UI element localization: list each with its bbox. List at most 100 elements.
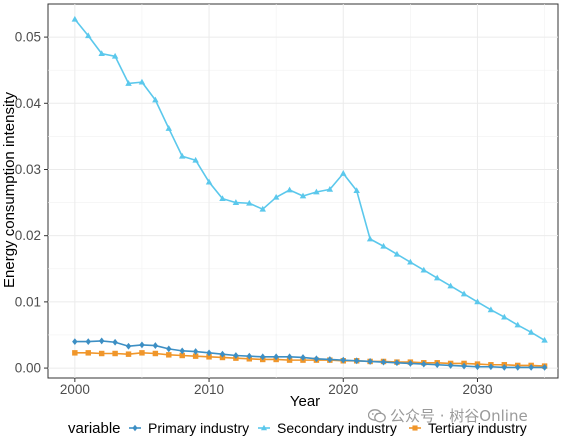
data-point-primary-industry (380, 358, 387, 366)
data-point-secondary-industry (219, 195, 226, 201)
data-point-secondary-industry (272, 193, 280, 200)
data-point-primary-industry (112, 338, 118, 346)
data-point-primary-industry (219, 350, 226, 358)
data-point-primary-industry (139, 341, 145, 349)
legend-key-marker (412, 425, 418, 431)
data-point-secondary-industry (474, 298, 481, 305)
data-point-primary-industry (353, 357, 360, 365)
legend-key-marker (132, 424, 138, 432)
data-point-primary-industry (152, 342, 159, 349)
data-point-tertiary-industry (166, 352, 172, 358)
data-point-primary-industry (528, 364, 534, 371)
series-secondary-industry (71, 15, 548, 343)
data-point-secondary-industry (259, 205, 266, 212)
data-point-primary-industry (179, 347, 185, 355)
legend-title: variable (68, 420, 121, 437)
data-point-primary-industry (286, 353, 293, 361)
data-point-secondary-industry (165, 125, 173, 131)
data-point-primary-industry (407, 360, 414, 367)
x-tick-label: 2030 (462, 382, 492, 397)
watermark: 公众号 · 树谷Online (368, 405, 528, 426)
data-point-secondary-industry (125, 80, 132, 86)
data-point-secondary-industry (460, 290, 468, 297)
legend-item-tertiary-industry: Tertiary industry (409, 420, 527, 436)
data-point-secondary-industry (501, 313, 508, 320)
data-point-primary-industry (192, 348, 199, 355)
data-point-primary-industry (206, 349, 212, 357)
data-point-secondary-industry (366, 235, 374, 242)
data-point-secondary-industry (286, 186, 293, 193)
data-point-secondary-industry (246, 199, 253, 206)
data-point-secondary-industry (152, 96, 159, 103)
data-point-primary-industry (300, 354, 306, 361)
watermark-text: 公众号 · 树谷Online (390, 407, 528, 425)
legend-item-primary-industry: Primary industry (129, 420, 249, 436)
data-point-secondary-industry (71, 15, 79, 22)
data-point-secondary-industry (232, 199, 240, 205)
data-point-primary-industry (501, 364, 508, 371)
data-point-primary-industry (260, 353, 266, 361)
x-axis-title: Year (290, 393, 320, 410)
y-tick-label: 0.02 (15, 228, 41, 243)
wechat-icon (368, 409, 386, 423)
data-point-secondary-industry (340, 170, 347, 176)
data-point-secondary-industry (541, 336, 548, 343)
data-point-primary-industry (461, 362, 467, 370)
data-point-secondary-industry (178, 152, 186, 159)
legend-item-secondary-industry: Secondary industry (258, 420, 397, 436)
data-point-primary-industry (488, 363, 494, 371)
data-point-primary-industry (447, 362, 454, 369)
data-point-primary-industry (72, 338, 78, 345)
y-tick-label: 0.00 (15, 361, 41, 376)
data-point-tertiary-industry (85, 350, 91, 356)
data-point-primary-industry (85, 338, 91, 345)
data-point-secondary-industry (353, 187, 360, 194)
data-point-secondary-industry (85, 32, 92, 39)
data-point-secondary-industry (138, 78, 146, 85)
x-tick-label: 2020 (328, 382, 358, 397)
series-primary-industry (72, 337, 548, 371)
data-point-tertiary-industry (98, 350, 105, 357)
data-point-primary-industry (434, 361, 440, 369)
data-point-primary-industry (421, 360, 427, 368)
data-point-secondary-industry (393, 250, 401, 257)
data-point-secondary-industry (299, 192, 307, 199)
legend-label: Secondary industry (277, 420, 397, 436)
axes: 2000 2010 2020 2030 0.00 0.01 0.02 0.03 0.04 0.05 (15, 30, 493, 397)
data-point-tertiary-industry (152, 350, 159, 357)
series-layer (71, 15, 548, 371)
data-point-tertiary-industry (206, 354, 212, 360)
data-point-primary-industry (474, 363, 481, 371)
data-point-secondary-industry (514, 321, 521, 328)
legend-key-marker (260, 424, 268, 431)
plot-panel (47, 3, 559, 379)
data-point-secondary-industry (487, 306, 495, 313)
data-point-secondary-industry (205, 178, 213, 185)
data-point-secondary-industry (380, 242, 387, 249)
data-point-primary-industry (233, 352, 239, 359)
data-point-primary-industry (367, 358, 373, 365)
x-tick-label: 2000 (60, 382, 90, 397)
data-point-secondary-industry (420, 266, 428, 273)
data-point-secondary-industry (407, 258, 414, 265)
data-point-primary-industry (125, 342, 132, 350)
data-point-tertiary-industry (179, 352, 185, 359)
data-point-primary-industry (541, 364, 548, 371)
data-point-primary-industry (166, 345, 172, 353)
data-point-primary-industry (246, 352, 253, 360)
y-tick-label: 0.01 (15, 294, 41, 309)
data-point-tertiary-industry (125, 351, 132, 357)
data-point-secondary-industry (527, 328, 535, 335)
data-point-secondary-industry (111, 52, 119, 59)
y-tick-label: 0.05 (15, 30, 41, 45)
data-point-tertiary-industry (112, 350, 118, 357)
legend-label: Tertiary industry (428, 420, 527, 436)
data-point-secondary-industry (433, 274, 441, 281)
y-tick-label: 0.04 (15, 96, 42, 111)
data-point-secondary-industry (447, 282, 454, 289)
data-point-primary-industry (340, 356, 346, 364)
data-point-primary-industry (273, 353, 279, 361)
data-point-secondary-industry (326, 185, 334, 192)
legend-label: Primary industry (148, 420, 249, 436)
